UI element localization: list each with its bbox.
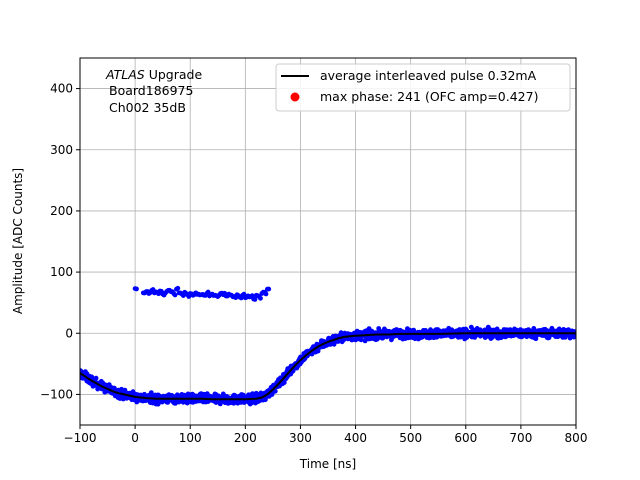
legend: average interleaved pulse 0.32mA max pha… <box>275 63 571 112</box>
y-axis-ticks: −100 0 100 200 300 400 <box>40 82 80 401</box>
sample-point <box>573 334 576 339</box>
x-tick-label: 100 <box>179 431 202 445</box>
plot-area <box>80 58 576 425</box>
outlier-point <box>252 297 258 302</box>
legend-marker-symbol <box>290 92 300 102</box>
annotation-board: Board186975 <box>109 83 193 98</box>
x-tick-label: 400 <box>344 431 367 445</box>
y-tick-label: 400 <box>50 82 73 96</box>
outlier-point <box>266 286 272 292</box>
average-pulse-line <box>80 332 576 401</box>
annotation-experiment-suffix: Upgrade <box>145 67 203 82</box>
svg-text:ATLAS Upgrade: ATLAS Upgrade <box>105 67 202 82</box>
y-axis-label: Amplitude [ADC Counts] <box>11 168 25 314</box>
y-tick-label: 200 <box>50 204 73 218</box>
y-tick-label: −100 <box>40 387 73 401</box>
sample-point <box>220 391 226 397</box>
sample-point <box>93 375 99 381</box>
sample-points <box>80 324 576 407</box>
x-tick-label: 200 <box>234 431 257 445</box>
legend-entry-average: average interleaved pulse 0.32mA <box>320 68 537 83</box>
outlier-point <box>172 292 178 298</box>
x-tick-label: 0 <box>131 431 139 445</box>
outlier-point <box>175 285 181 291</box>
x-tick-label: 300 <box>289 431 312 445</box>
legend-entry-max-phase: max phase: 241 (OFC amp=0.427) <box>320 89 538 104</box>
annotation: ATLAS Upgrade Board186975 Ch002 35dB <box>105 67 202 115</box>
x-tick-label: 500 <box>399 431 422 445</box>
outlier-point <box>258 295 263 301</box>
sample-point <box>281 380 287 385</box>
outlier-cluster <box>132 285 272 302</box>
sample-point <box>272 388 278 394</box>
annotation-experiment: ATLAS <box>105 67 145 82</box>
annotation-channel: Ch002 35dB <box>109 100 186 115</box>
y-tick-label: 300 <box>50 143 73 157</box>
outlier-point <box>134 286 139 292</box>
x-tick-label: 700 <box>509 431 532 445</box>
outlier-point <box>263 291 269 297</box>
x-tick-label: 600 <box>454 431 477 445</box>
x-tick-label: −100 <box>64 431 97 445</box>
x-axis-label: Time [ns] <box>299 457 356 471</box>
x-axis-ticks: −100 0 100 200 300 400 500 600 700 800 <box>64 425 588 445</box>
plot-frame <box>79 57 577 426</box>
legend-box <box>275 63 571 112</box>
y-tick-label: 100 <box>50 265 73 279</box>
x-tick-label: 800 <box>565 431 588 445</box>
y-tick-label: 0 <box>65 326 73 340</box>
